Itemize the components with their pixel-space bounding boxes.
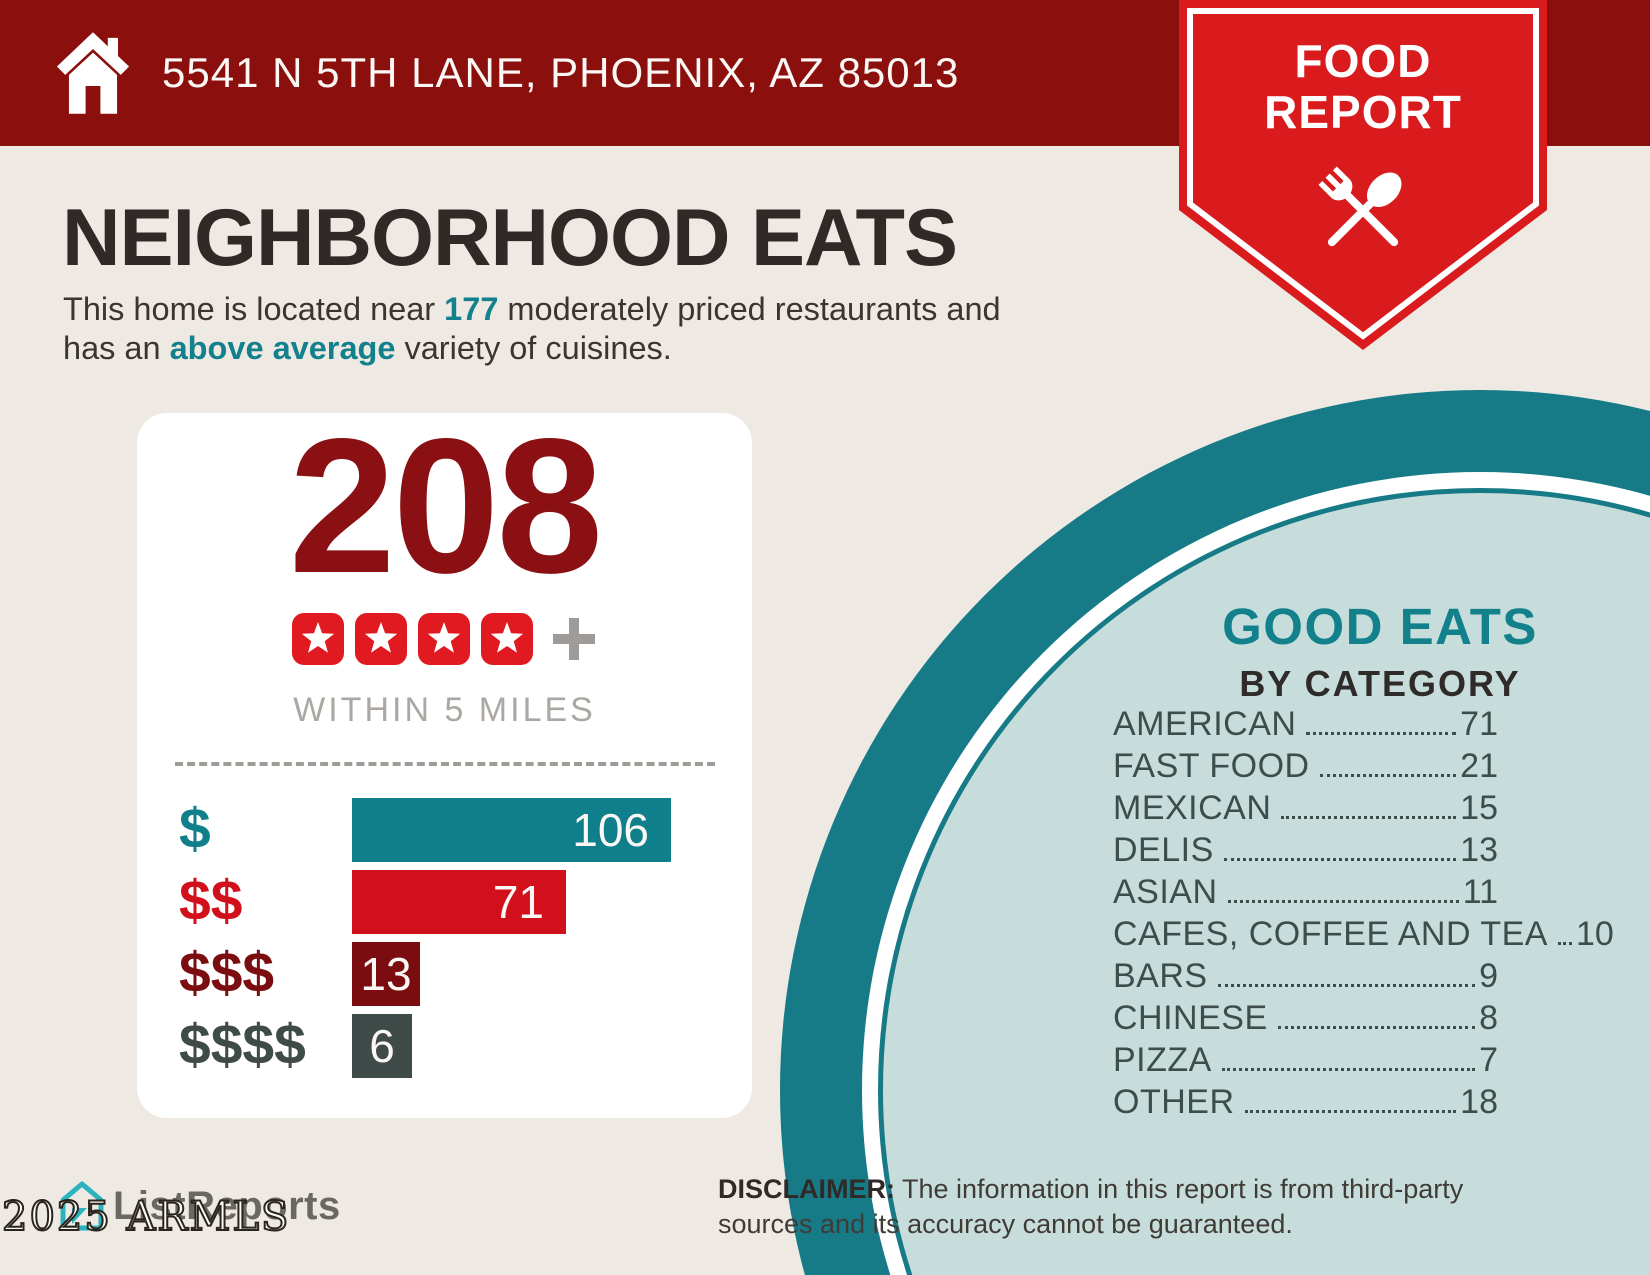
- house-outline-icon: [60, 1181, 104, 1231]
- category-label: CHINESE: [1113, 999, 1268, 1037]
- dotted-leader: [1244, 1110, 1457, 1113]
- category-label: CAFES, COFFEE AND TEA: [1113, 915, 1548, 953]
- watermark: 2025 ARMLS: [1, 1193, 291, 1241]
- category-value: 7: [1479, 1041, 1498, 1079]
- price-bar-value: 6: [369, 1020, 395, 1072]
- category-label: FAST FOOD: [1113, 747, 1310, 785]
- home-icon: [56, 32, 130, 114]
- price-bar-row: $$$ 13: [137, 942, 752, 1006]
- property-address: 5541 N 5TH LANE, PHOENIX, AZ 85013: [162, 49, 960, 96]
- star-icon: [418, 613, 470, 665]
- dotted-leader: [1223, 858, 1457, 861]
- dotted-leader: [1277, 1026, 1476, 1029]
- price-tier-label: $$$$: [179, 1013, 306, 1077]
- price-bar-value: 71: [492, 876, 544, 928]
- category-list: AMERICAN 71 FAST FOOD 21 MEXICAN 15 DELIS 13…: [1113, 702, 1614, 1122]
- restaurant-count: 208: [288, 398, 603, 613]
- star-icon: [355, 613, 407, 665]
- disclaimer: DISCLAIMER: The information in this repo…: [718, 1172, 1518, 1242]
- price-bar-row: $$ 71: [137, 870, 752, 934]
- price-bar-row: $$$$ 6: [137, 1014, 752, 1078]
- list-item: MEXICAN 15: [1113, 786, 1498, 828]
- plus-icon: [553, 618, 595, 660]
- list-item: AMERICAN 71: [1113, 702, 1498, 744]
- list-item: FAST FOOD 21: [1113, 744, 1498, 786]
- category-value: 15: [1460, 789, 1498, 827]
- dotted-leader: [1227, 900, 1459, 903]
- category-label: MEXICAN: [1113, 789, 1272, 827]
- category-value: 9: [1479, 957, 1498, 995]
- price-bar: 6: [352, 1014, 412, 1078]
- category-value: 18: [1460, 1083, 1498, 1121]
- radius-label: WITHIN 5 MILES: [293, 691, 596, 729]
- price-tier-label: $$: [179, 869, 243, 933]
- crossed-spoon-and-fork-icon: [1318, 166, 1402, 247]
- list-item: OTHER 18: [1113, 1080, 1498, 1122]
- category-value: 10: [1575, 915, 1614, 953]
- category-label: ASIAN: [1113, 873, 1218, 911]
- category-value: 71: [1460, 705, 1498, 743]
- intro-line1: This home is located near 177 moderately…: [63, 291, 1001, 327]
- list-item: ASIAN 11: [1113, 870, 1498, 912]
- dotted-leader: [1557, 942, 1572, 945]
- dashed-divider: [175, 762, 715, 766]
- price-bar-value: 106: [572, 804, 649, 856]
- disclaimer-label: DISCLAIMER:: [718, 1174, 895, 1204]
- logo-text: ListReports: [113, 1184, 341, 1228]
- category-label: AMERICAN: [1113, 705, 1297, 743]
- category-label: DELIS: [1113, 831, 1214, 869]
- restaurant-summary-card: 208 WITHIN 5 MILES $ 106 $$ 71 $$$ 13: [137, 398, 752, 1118]
- intro-line2: has an above average variety of cuisines…: [63, 330, 672, 366]
- list-item: CAFES, COFFEE AND TEA 10: [1113, 912, 1614, 954]
- star-icon: [292, 613, 344, 665]
- listreports-logo: ListReports: [60, 1181, 341, 1231]
- ribbon-shape: [1179, 0, 1547, 350]
- list-item: PIZZA 7: [1113, 1038, 1498, 1080]
- page-title: NEIGHBORHOOD EATS: [62, 193, 958, 283]
- restaurant-count-highlight: 177: [444, 291, 499, 327]
- good-eats-title: GOOD EATS: [1222, 598, 1538, 655]
- category-label: BARS: [1113, 957, 1208, 995]
- intro-text: This home is located near 177 moderately…: [63, 290, 1001, 368]
- price-bar: 13: [352, 942, 420, 1006]
- dotted-leader: [1306, 732, 1457, 735]
- ribbon-title-line2: REPORT: [1264, 86, 1462, 138]
- price-tier-label: $$$: [179, 941, 275, 1005]
- dotted-leader: [1319, 774, 1457, 777]
- price-bar: 106: [352, 798, 671, 862]
- price-tier-chart: $ 106 $$ 71 $$$ 13 $$$$ 6: [137, 798, 752, 1078]
- ribbon-title-line1: FOOD: [1294, 35, 1432, 87]
- category-label: OTHER: [1113, 1083, 1235, 1121]
- category-value: 21: [1460, 747, 1498, 785]
- category-label: PIZZA: [1113, 1041, 1212, 1079]
- list-item: CHINESE 8: [1113, 996, 1498, 1038]
- dotted-leader: [1281, 816, 1457, 819]
- disclaimer-text: The information in this report is from t…: [718, 1174, 1464, 1239]
- list-item: DELIS 13: [1113, 828, 1498, 870]
- price-bar-value: 13: [360, 948, 412, 1000]
- category-value: 13: [1460, 831, 1498, 869]
- dotted-leader: [1217, 984, 1476, 987]
- good-eats-subtitle: BY CATEGORY: [1239, 663, 1521, 704]
- variety-highlight: above average: [169, 330, 396, 366]
- category-value: 11: [1462, 873, 1498, 911]
- dotted-leader: [1221, 1068, 1476, 1071]
- category-value: 8: [1479, 999, 1498, 1037]
- star-icon: [481, 613, 533, 665]
- good-eats-header: GOOD EATS BY CATEGORY: [1130, 597, 1630, 705]
- list-item: BARS 9: [1113, 954, 1498, 996]
- star-rating: [137, 613, 752, 665]
- price-tier-label: $: [179, 797, 211, 861]
- price-bar-row: $ 106: [137, 798, 752, 862]
- ribbon-title: FOOD REPORT: [1179, 36, 1547, 138]
- food-report-ribbon: FOOD REPORT: [1179, 0, 1547, 352]
- price-bar: 71: [352, 870, 566, 934]
